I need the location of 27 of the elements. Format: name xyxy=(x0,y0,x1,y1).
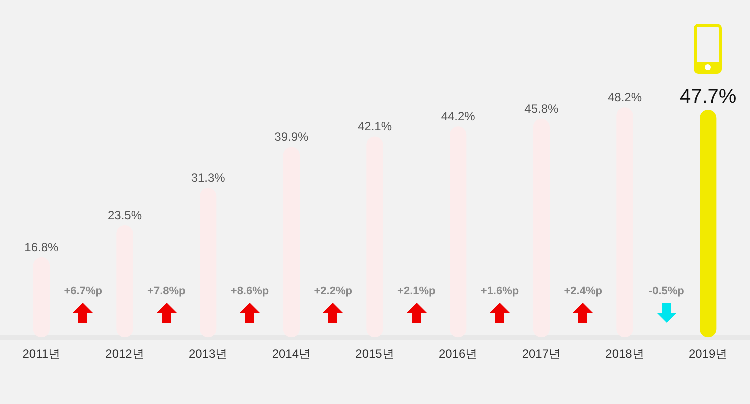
x-tick-label: 2015년 xyxy=(356,347,394,362)
x-tick-label: 2014년 xyxy=(272,347,312,362)
x-tick-label: 2019년 xyxy=(688,347,728,362)
bar xyxy=(700,110,717,338)
x-tick-label: 2013년 xyxy=(188,347,228,362)
data-label: 47.7% xyxy=(680,86,737,108)
annotation: +8.6%p xyxy=(230,286,270,298)
x-tick-label: 2011년 xyxy=(22,347,61,362)
data-label: 39.9% xyxy=(274,130,310,144)
x-tick-label: 2012년 xyxy=(106,347,144,362)
data-label: 16.8% xyxy=(24,240,60,254)
annotation: -0.5%p xyxy=(648,286,685,298)
data-label: 45.8% xyxy=(524,102,560,116)
data-label: 42.1% xyxy=(358,120,392,134)
x-tick-label: 2016년 xyxy=(438,347,478,362)
data-label: 48.2% xyxy=(608,90,642,105)
data-label: 23.5% xyxy=(108,208,142,222)
annotation: +6.7%p xyxy=(64,286,103,298)
data-label: 31.3% xyxy=(191,171,226,186)
annotation: +2.2%p xyxy=(314,286,353,298)
annotation: +7.8%p xyxy=(148,286,186,298)
data-label: 44.2% xyxy=(441,110,476,124)
x-tick-label: 2017년 xyxy=(522,347,562,362)
x-tick-label: 2018년 xyxy=(606,347,644,362)
annotation: +2.1%p xyxy=(398,286,436,298)
annotation: +1.6%p xyxy=(480,286,520,298)
annotation: +2.4%p xyxy=(564,286,603,298)
